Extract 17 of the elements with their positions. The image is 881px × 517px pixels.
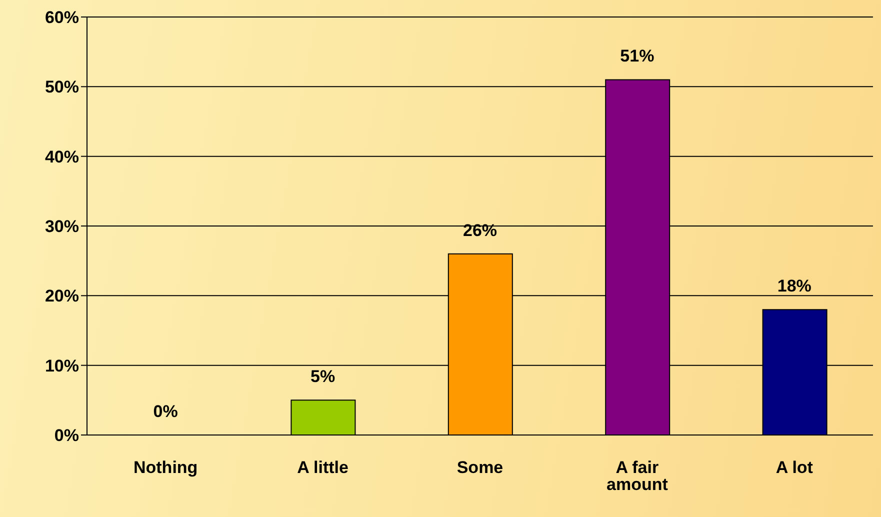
y-tick-label: 30% [44,217,79,236]
x-tick-label: A fair amount [606,458,668,494]
y-tick-label: 40% [44,147,79,166]
y-tick-label: 10% [44,356,79,376]
bar [290,400,356,435]
x-tick-label: Nothing [134,458,198,478]
x-tick-label: A lot [776,458,814,478]
data-label: 0% [153,402,178,421]
x-tick-label: A little [297,458,348,478]
data-label: 18% [777,276,812,296]
data-label: 5% [310,367,336,386]
y-tick-label: 0% [54,426,79,446]
data-label: 51% [620,46,654,66]
y-tick-label: 20% [44,286,79,306]
y-tick-label: 50% [44,78,79,97]
x-tick-label: Some [456,458,504,478]
y-tick-label: 60% [44,8,79,28]
